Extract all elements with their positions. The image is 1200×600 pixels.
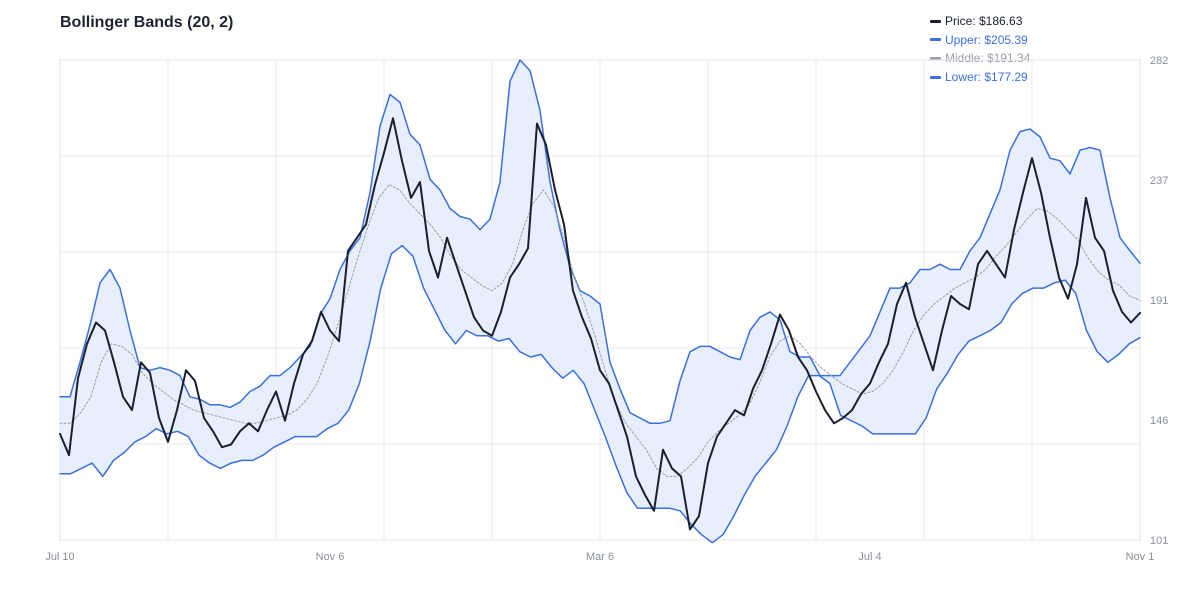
legend-price-swatch xyxy=(930,19,941,23)
legend-upper-swatch xyxy=(930,38,941,42)
legend-lower-label: Lower: $177.29 xyxy=(945,69,1028,84)
series-middle-line xyxy=(59,184,1141,477)
x-tick-label: Jul 4 xyxy=(858,551,881,563)
x-tick-label: Mar 6 xyxy=(586,551,614,563)
legend-price: Price: $186.63 xyxy=(930,12,1030,31)
x-tick-label: Jul 10 xyxy=(45,551,74,563)
legend-lower: Lower: $177.29 xyxy=(930,68,1030,87)
series-price-line xyxy=(59,117,1141,531)
chart-title: Bollinger Bands (20, 2) xyxy=(60,14,234,31)
legend-middle-label: Middle: $191.34 xyxy=(945,51,1031,66)
y-tick-label: 191 xyxy=(1150,295,1168,307)
series-lower-line xyxy=(59,244,1141,544)
y-tick-label: 237 xyxy=(1150,175,1168,187)
legend-middle: Middle: $191.34 xyxy=(930,49,1030,68)
x-tick-label: Nov 1 xyxy=(1126,551,1155,563)
legend-price-label: Price: $186.63 xyxy=(945,14,1023,28)
chart-legend: Price: $186.63 Upper: $205.39 Middle: $1… xyxy=(930,12,1030,86)
x-tick-label: Nov 6 xyxy=(316,551,345,563)
y-tick-label: 282 xyxy=(1150,55,1168,67)
band-fill-area xyxy=(60,60,1140,543)
y-tick-label: 101 xyxy=(1150,535,1168,547)
legend-upper: Upper: $205.39 xyxy=(930,31,1030,50)
y-tick-label: 146 xyxy=(1150,415,1168,427)
series-upper-line xyxy=(59,59,1141,425)
legend-middle-swatch xyxy=(930,56,941,60)
legend-lower-swatch xyxy=(930,75,941,79)
legend-upper-label: Upper: $205.39 xyxy=(945,32,1028,47)
